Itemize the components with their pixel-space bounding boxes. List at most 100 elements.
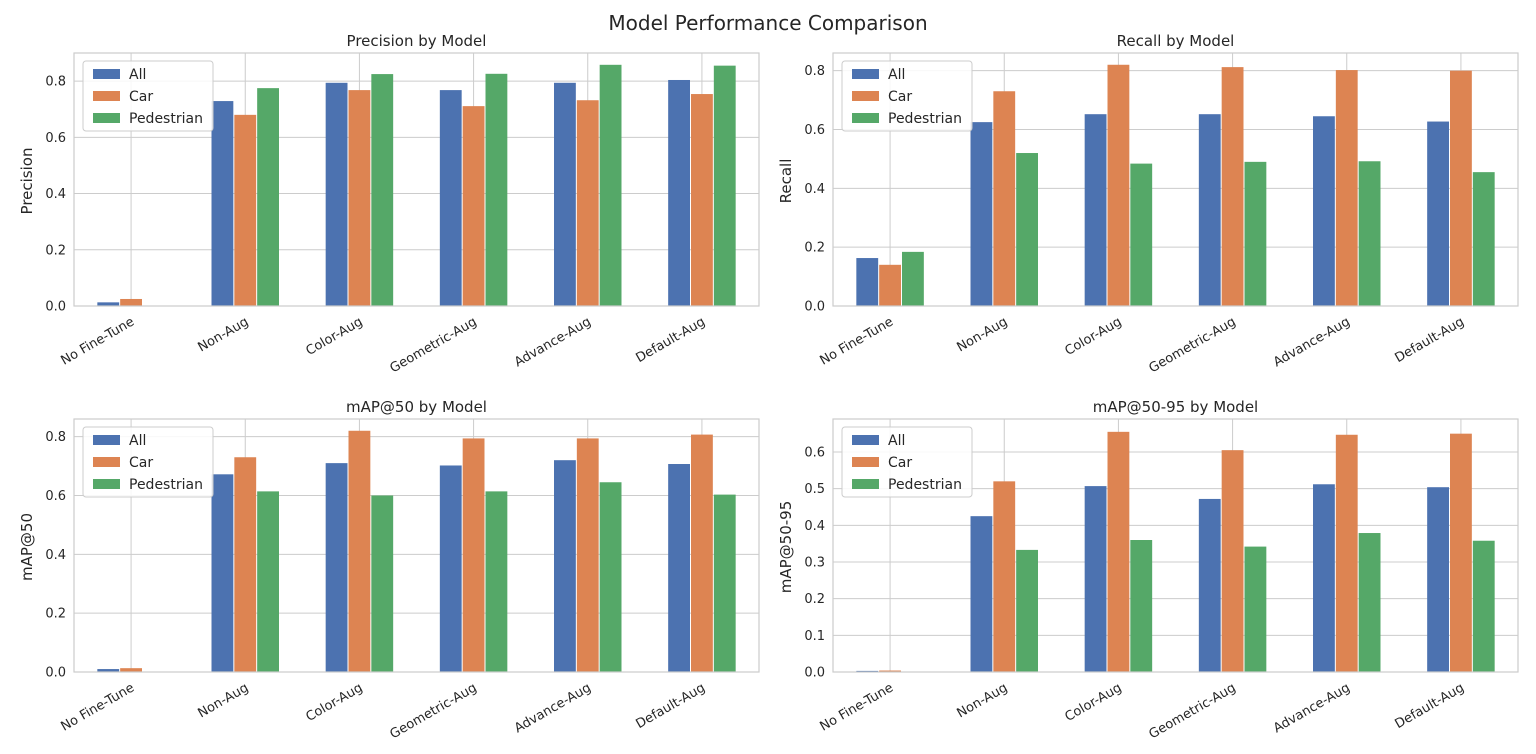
x-tick-label: Default-Aug: [633, 680, 707, 732]
bar-all-geometric-aug: [439, 90, 462, 307]
legend-label-car: Car: [129, 89, 153, 105]
figure-title: Model Performance Comparison: [608, 11, 927, 35]
bar-car-color-aug: [348, 90, 371, 307]
bar-car-advance-aug: [1335, 434, 1358, 672]
legend-label-pedestrian: Pedestrian: [888, 477, 962, 493]
x-tick-label: Default-Aug: [633, 314, 707, 366]
x-tick-label: Color-Aug: [1062, 680, 1124, 724]
bar-car-default-aug: [1450, 70, 1472, 307]
bar-pedestrian-advance-aug: [1358, 533, 1381, 672]
bar-all-default-aug: [1427, 487, 1449, 672]
bar-car-advance-aug: [1335, 70, 1358, 306]
recall-panel: Recall by Model Recall 0.0 0.2 0.4 0.6 0.8 No…: [777, 32, 1519, 376]
bar-car-geometric-aug: [1221, 67, 1244, 306]
legend-swatch-car: [852, 457, 879, 467]
y-axis-label: Precision: [18, 148, 36, 215]
x-tick-label: Advance-Aug: [1271, 680, 1353, 736]
legend-swatch-all: [93, 435, 120, 445]
bar-car-color-aug: [348, 430, 371, 672]
legend-swatch-pedestrian: [93, 479, 120, 489]
bar-all-no-fine-tune: [97, 669, 120, 672]
bar-pedestrian-geometric-aug: [1244, 161, 1267, 306]
bar-car-color-aug: [1107, 431, 1130, 672]
bar-pedestrian-default-aug: [713, 494, 736, 672]
bar-car-non-aug: [234, 114, 257, 306]
bar-all-advance-aug: [1313, 116, 1335, 306]
y-tick-label: 0.1: [804, 629, 825, 644]
panel-title: mAP@50-95 by Model: [1093, 398, 1258, 416]
y-tick-label: 0.4: [804, 182, 825, 197]
bar-all-no-fine-tune: [856, 258, 879, 306]
x-tick-label: No Fine-Tune: [58, 680, 137, 734]
bar-car-geometric-aug: [1221, 450, 1244, 672]
y-tick-label: 0.0: [804, 666, 825, 681]
bar-all-default-aug: [668, 464, 690, 672]
y-tick-label: 0.8: [45, 430, 66, 445]
x-tick-label: Non-Aug: [195, 680, 251, 721]
x-tick-label: No Fine-Tune: [817, 680, 896, 734]
bar-all-non-aug: [970, 516, 993, 672]
bar-all-advance-aug: [554, 82, 576, 306]
bar-car-default-aug: [691, 94, 713, 306]
bar-pedestrian-advance-aug: [599, 64, 622, 306]
bar-car-no-fine-tune: [120, 298, 142, 306]
x-tick-label: Color-Aug: [303, 314, 365, 358]
bar-all-color-aug: [325, 463, 348, 672]
legend-swatch-all: [93, 69, 120, 79]
bar-pedestrian-geometric-aug: [485, 491, 508, 672]
bar-pedestrian-non-aug: [1016, 549, 1038, 672]
bar-all-color-aug: [325, 82, 348, 306]
bar-pedestrian-default-aug: [713, 65, 736, 307]
map50-panel: mAP@50 by Model mAP@50 0.0 0.2 0.4 0.6 0.8 No…: [18, 398, 760, 742]
bar-car-default-aug: [1450, 433, 1472, 672]
bar-all-color-aug: [1084, 486, 1107, 672]
bar-pedestrian-advance-aug: [599, 482, 622, 672]
bar-all-non-aug: [970, 122, 993, 306]
bar-all-non-aug: [211, 101, 234, 306]
bar-all-geometric-aug: [1198, 114, 1221, 306]
bar-car-non-aug: [234, 457, 257, 672]
bar-all-advance-aug: [554, 460, 576, 672]
x-tick-label: Geometric-Aug: [1146, 680, 1238, 742]
y-tick-label: 0.3: [804, 556, 825, 571]
axes-frame: [73, 418, 760, 673]
y-tick-label: 0.2: [45, 243, 66, 258]
legend-label-all: All: [129, 433, 146, 449]
x-tick-label: Non-Aug: [954, 680, 1010, 721]
bar-pedestrian-default-aug: [1472, 172, 1495, 306]
bar-all-color-aug: [1084, 114, 1107, 306]
bar-car-no-fine-tune: [879, 670, 901, 672]
panel-title: mAP@50 by Model: [346, 398, 487, 416]
legend-swatch-pedestrian: [852, 479, 879, 489]
y-tick-label: 0.0: [45, 666, 66, 681]
x-tick-label: Non-Aug: [954, 314, 1010, 355]
bar-pedestrian-color-aug: [1130, 540, 1153, 672]
y-tick-label: 0.4: [45, 548, 66, 563]
bar-pedestrian-default-aug: [1472, 540, 1495, 672]
x-tick-label: Default-Aug: [1392, 314, 1466, 366]
x-tick-label: Geometric-Aug: [387, 680, 479, 742]
legend-label-car: Car: [129, 455, 153, 471]
legend-swatch-pedestrian: [93, 113, 120, 123]
legend-label-all: All: [888, 67, 905, 83]
bar-pedestrian-color-aug: [1130, 163, 1153, 306]
y-axis-label: Recall: [777, 159, 795, 204]
bar-pedestrian-non-aug: [1016, 153, 1038, 306]
y-tick-label: 0.2: [45, 607, 66, 622]
x-tick-label: Default-Aug: [1392, 680, 1466, 732]
legend-label-pedestrian: Pedestrian: [129, 477, 203, 493]
y-tick-label: 0.8: [45, 75, 66, 90]
bar-car-default-aug: [691, 434, 713, 672]
axes-frame: [832, 52, 1519, 307]
bar-car-non-aug: [993, 91, 1016, 306]
y-tick-label: 0.6: [45, 131, 66, 146]
bar-pedestrian-advance-aug: [1358, 161, 1381, 306]
y-tick-label: 0.8: [804, 64, 825, 79]
bar-all-default-aug: [1427, 121, 1449, 306]
y-axis-label: mAP@50: [18, 513, 36, 581]
bar-all-no-fine-tune: [97, 302, 120, 306]
bar-pedestrian-geometric-aug: [485, 73, 508, 307]
x-tick-label: Non-Aug: [195, 314, 251, 355]
x-tick-label: No Fine-Tune: [58, 314, 137, 368]
